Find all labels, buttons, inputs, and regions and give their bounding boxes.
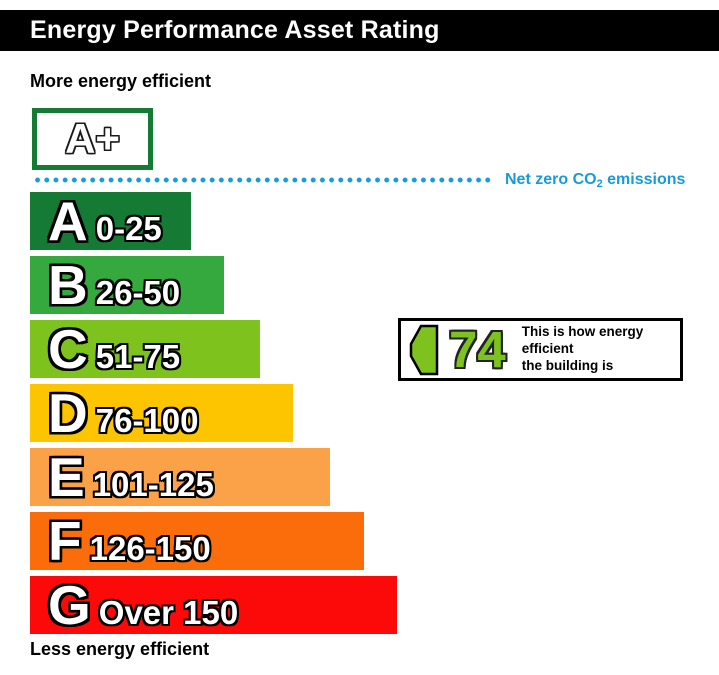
band-row-c: C 51-75	[30, 320, 260, 378]
band-range: 126-150	[89, 530, 211, 567]
band-range: 26-50	[95, 274, 181, 311]
band-letter: A	[48, 190, 88, 252]
rating-arrow-shape	[409, 324, 439, 375]
net-zero-text-suffix: emissions	[602, 171, 686, 188]
net-zero-text-prefix: Net zero CO	[505, 171, 597, 188]
band-range: 76-100	[95, 402, 199, 439]
more-efficient-label: More energy efficient	[30, 71, 212, 91]
net-zero-dotted-line	[33, 177, 493, 183]
page-title: Energy Performance Asset Rating	[30, 16, 440, 44]
rating-arrow-icon	[409, 324, 439, 375]
band-row-g: G Over 150	[30, 576, 397, 634]
band-range: 101-125	[92, 466, 214, 503]
header-bar: Energy Performance Asset Rating	[0, 10, 719, 51]
rating-caption-line1: This is how energy efficient	[521, 324, 644, 357]
band-row-e: E 101-125	[30, 448, 330, 506]
net-zero-label: Net zero CO2 emissions	[505, 171, 685, 190]
band-row-a: A 0-25	[30, 192, 191, 250]
band-letter: C	[48, 318, 88, 380]
band-row-f: F 126-150	[30, 512, 364, 570]
rating-bands: A 0-25 B 26-50 C 51-75 D 76-100 E 101-12…	[30, 192, 397, 640]
band-range: 0-25	[95, 210, 162, 247]
band-row-b: B 26-50	[30, 256, 224, 314]
band-row-a-plus: A+	[32, 108, 153, 170]
rating-indicator: 74 This is how energy efficient the buil…	[398, 318, 683, 381]
band-range: 51-75	[95, 338, 181, 375]
band-letter: F	[48, 510, 82, 572]
band-letter: D	[48, 382, 88, 444]
band-letter: B	[48, 254, 88, 316]
band-letter: G	[48, 574, 91, 636]
band-letter-a-plus: A+	[65, 115, 120, 162]
rating-caption-line2: the building is	[521, 357, 614, 373]
band-range: Over 150	[98, 594, 239, 631]
band-letter: E	[48, 446, 85, 508]
less-efficient-label: Less energy efficient	[30, 639, 210, 659]
rating-value: 74	[449, 321, 506, 378]
rating-caption: This is how energy efficient the buildin…	[522, 324, 680, 375]
band-row-d: D 76-100	[30, 384, 293, 442]
net-zero-subscript: 2	[596, 178, 603, 190]
